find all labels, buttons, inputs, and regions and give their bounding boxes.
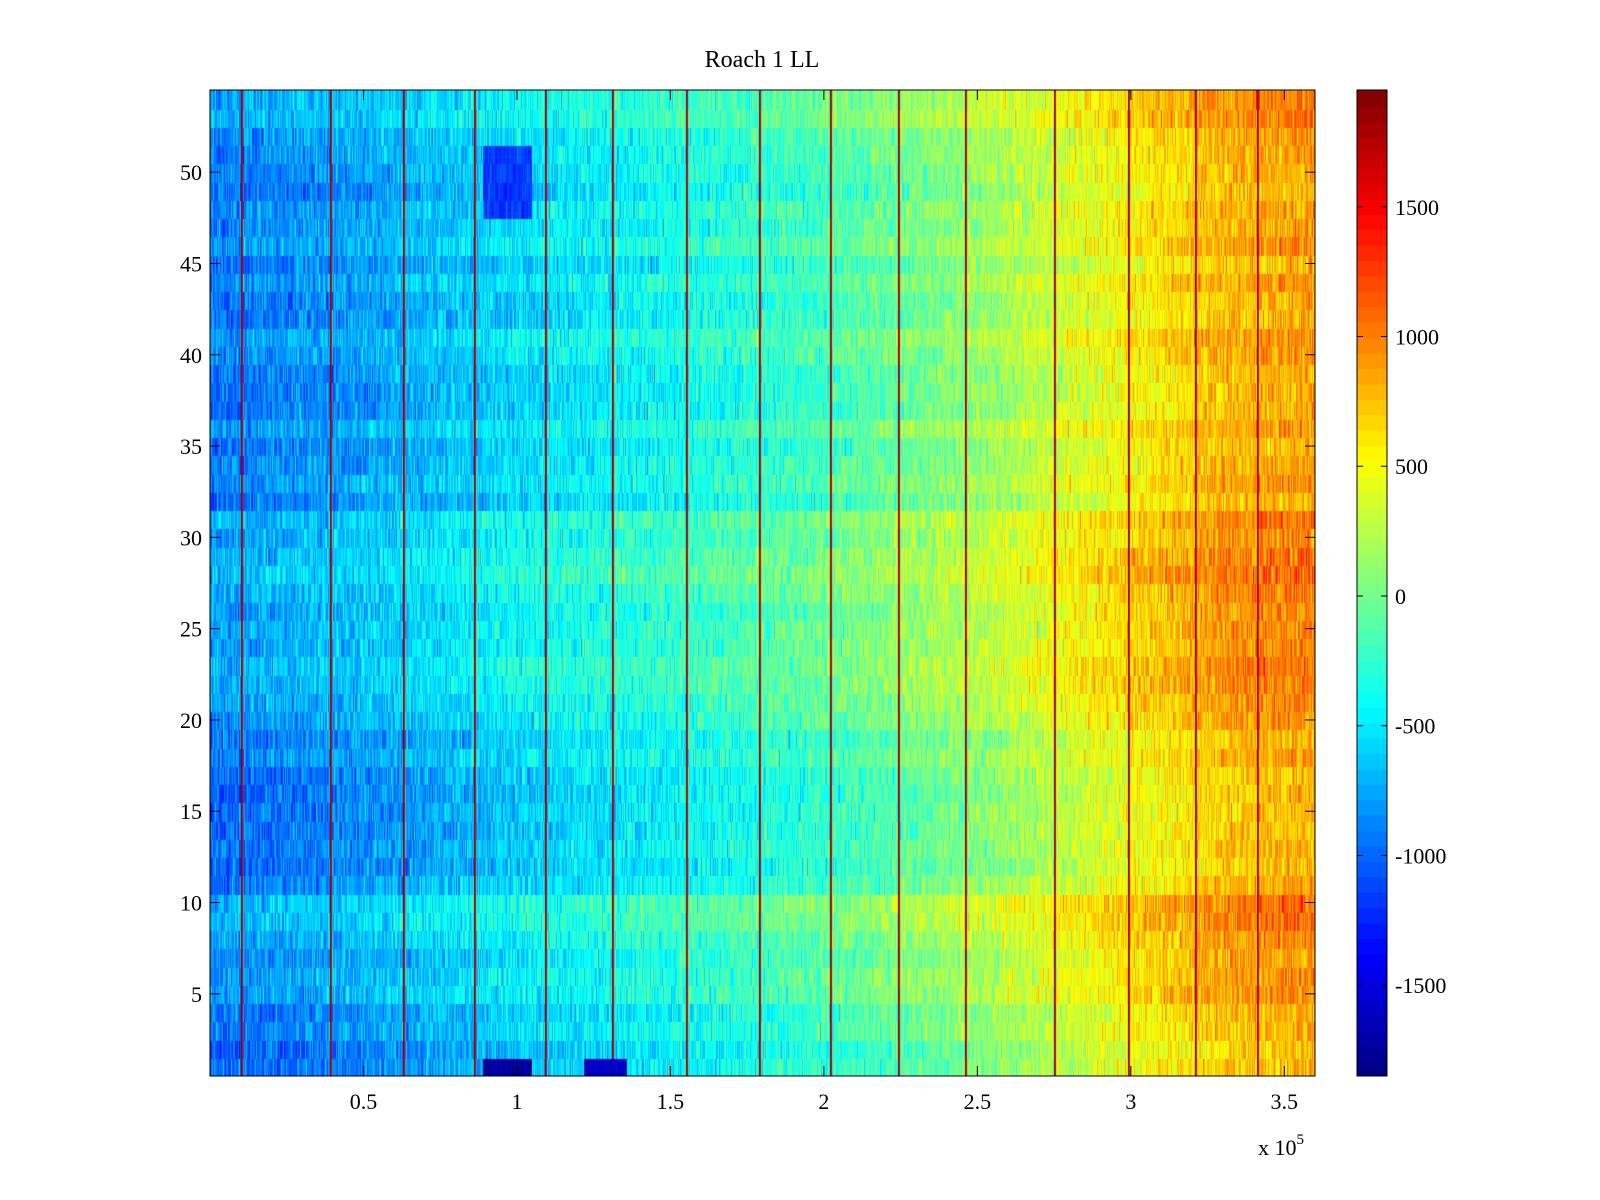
colorbar-frame — [1356, 89, 1388, 1077]
y-tick-label: 5 — [191, 982, 202, 1007]
heatmap-image — [210, 90, 1315, 1076]
colorbar-tick-label: -1500 — [1395, 973, 1446, 998]
y-tick-label: 20 — [180, 708, 202, 733]
y-tick-label: 35 — [180, 434, 202, 459]
x-axis-exponent: x 105 — [1258, 1132, 1304, 1160]
chart-title: Roach 1 LL — [705, 47, 820, 73]
y-tick-label: 10 — [180, 891, 202, 916]
y-tick-label: 15 — [180, 799, 202, 824]
y-axis-ticks: 5 10 15 20 25 30 35 40 45 50 — [180, 160, 1315, 1007]
colorbar-ticks: 1500 1000 500 0 -500 -1000 -1500 — [1357, 195, 1446, 998]
x-tick-label: 2 — [818, 1089, 829, 1114]
y-tick-label: 50 — [180, 160, 202, 185]
plot-frame — [209, 89, 1316, 1077]
x-tick-label: 0.5 — [350, 1089, 378, 1114]
colorbar-tick-label: 1500 — [1395, 195, 1439, 220]
colorbar-image — [1357, 90, 1387, 1076]
y-tick-label: 45 — [180, 251, 202, 276]
x-exponent-power: 5 — [1297, 1132, 1305, 1148]
y-tick-label: 30 — [180, 525, 202, 550]
colorbar-tick-label: 1000 — [1395, 325, 1439, 350]
x-axis-ticks: 0.5 1 1.5 2 2.5 3 3.5 — [350, 90, 1298, 1114]
x-tick-label: 2.5 — [964, 1089, 992, 1114]
x-tick-label: 1 — [511, 1089, 522, 1114]
colorbar-tick-label: 500 — [1395, 454, 1428, 479]
x-exponent-base: x 10 — [1258, 1135, 1297, 1160]
colorbar-tick-label: -1000 — [1395, 843, 1446, 868]
y-tick-label: 25 — [180, 617, 202, 642]
x-tick-label: 3 — [1125, 1089, 1136, 1114]
y-tick-label: 40 — [180, 343, 202, 368]
x-tick-label: 3.5 — [1271, 1089, 1299, 1114]
x-tick-label: 1.5 — [657, 1089, 685, 1114]
colorbar-tick-label: -500 — [1395, 714, 1435, 739]
colorbar-tick-label: 0 — [1395, 584, 1406, 609]
